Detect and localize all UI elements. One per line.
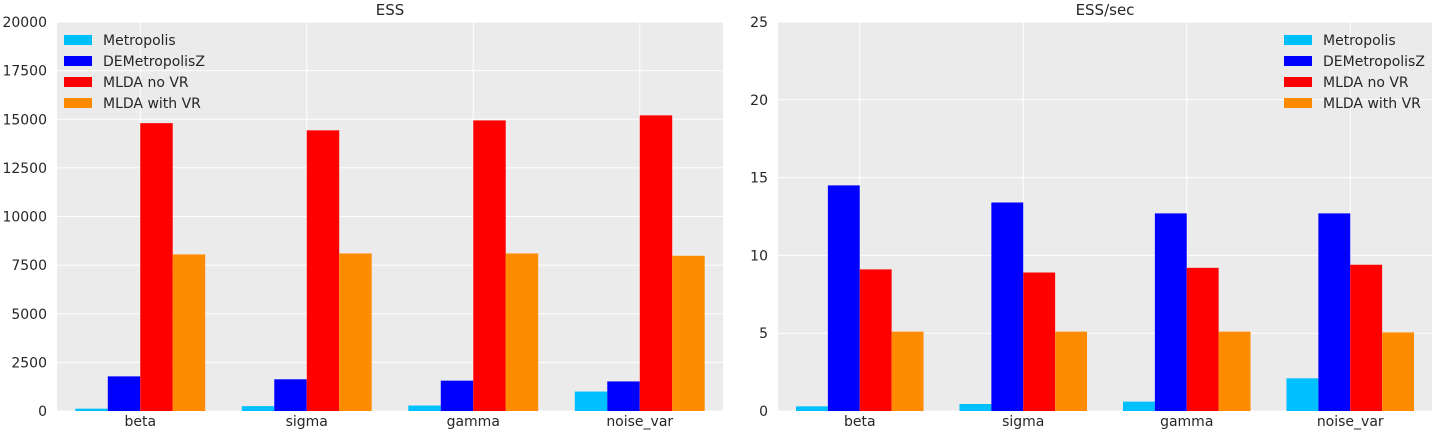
legend: Metropolis DEMetropolisZ MLDA no VR MLDA wi… [1284, 33, 1425, 112]
y-tick-label: 5 [759, 326, 768, 342]
y-tick-label: 10000 [2, 210, 47, 226]
y-tick-label: 15 [750, 171, 768, 187]
legend-label: MLDA with VR [1323, 96, 1421, 112]
x-tick-label: gamma [1160, 414, 1213, 430]
legend-label: DEMetropolisZ [103, 54, 205, 70]
bar-mlda-with-vr-beta [891, 331, 924, 411]
y-tick-label: 7500 [11, 258, 47, 274]
legend-swatch [1284, 98, 1312, 108]
chart-title: ESS/sec [1076, 1, 1135, 19]
bar-demetropolisz-gamma [440, 380, 474, 411]
y-tick-label: 15000 [2, 112, 47, 128]
x-tick-label: noise_var [1317, 414, 1384, 430]
bar-mlda-with-vr-noise_var [1382, 332, 1415, 411]
bar-metropolis-sigma [241, 406, 275, 411]
bar-mlda-no-vr-noise_var [1350, 264, 1383, 411]
bar-metropolis-gamma [408, 405, 441, 411]
bar-mlda-with-vr-sigma [339, 253, 372, 411]
legend-label: MLDA no VR [103, 75, 189, 91]
legend-swatch [64, 77, 92, 87]
x-tick-label: noise_var [606, 414, 673, 430]
y-tick-label: 17500 [2, 64, 47, 80]
legend-label: MLDA with VR [103, 96, 201, 112]
bar-metropolis-sigma [959, 403, 992, 411]
y-tick-label: 2500 [11, 355, 47, 371]
bar-metropolis-noise_var [1286, 378, 1319, 411]
bar-mlda-no-vr-gamma [1186, 267, 1219, 411]
bar-metropolis-beta [795, 406, 828, 411]
bar-mlda-no-vr-gamma [473, 120, 506, 412]
x-tick-label: sigma [1002, 414, 1044, 430]
bar-metropolis-noise_var [574, 391, 608, 411]
legend-swatch [64, 35, 92, 45]
bar-mlda-with-vr-beta [172, 254, 206, 411]
legend-swatch [64, 98, 92, 108]
y-tick-label: 20 [750, 93, 768, 109]
legend-label: Metropolis [1323, 33, 1396, 49]
bar-mlda-with-vr-noise_var [672, 255, 705, 411]
bar-mlda-with-vr-gamma [505, 253, 539, 411]
chart-panel-2: 0 5 10 15 20 25 beta sigma gamma noise_var ESS/sec… [750, 1, 1432, 430]
y-tick-label: 25 [750, 15, 768, 31]
bar-mlda-with-vr-sigma [1055, 331, 1088, 411]
bar-mlda-no-vr-noise_var [639, 115, 673, 412]
y-tick-label: 5000 [11, 307, 47, 323]
x-tick-label: beta [844, 414, 876, 430]
y-tick-label: 20000 [2, 15, 47, 31]
x-tick-label: gamma [447, 414, 500, 430]
bar-mlda-no-vr-sigma [306, 130, 340, 412]
bar-demetropolisz-beta [107, 376, 141, 411]
legend-swatch [64, 56, 92, 66]
chart-panel-1: 0 2500 5000 7500 10000 12500 15000 17500 20000 be… [2, 1, 723, 430]
bar-metropolis-beta [75, 408, 108, 411]
bar-demetropolisz-noise_var [607, 381, 640, 411]
bar-metropolis-gamma [1122, 401, 1155, 411]
x-tick-label: beta [124, 414, 156, 430]
y-tick-label: 0 [38, 404, 47, 420]
chart-title: ESS [376, 1, 405, 19]
bar-demetropolisz-beta [827, 185, 860, 411]
bar-demetropolisz-sigma [274, 379, 307, 411]
legend-swatch [1284, 35, 1312, 45]
bar-mlda-no-vr-beta [140, 123, 173, 411]
y-tick-label: 12500 [2, 161, 47, 177]
y-tick-label: 10 [750, 248, 768, 264]
bar-demetropolisz-noise_var [1318, 213, 1351, 411]
y-tick-label: 0 [759, 404, 768, 420]
legend-label: Metropolis [103, 33, 176, 49]
legend: Metropolis DEMetropolisZ MLDA no VR MLDA wi… [64, 33, 205, 112]
bar-mlda-no-vr-sigma [1023, 272, 1056, 411]
bar-demetropolisz-gamma [1154, 213, 1187, 411]
bar-mlda-with-vr-gamma [1218, 331, 1251, 411]
legend-swatch [1284, 56, 1312, 66]
legend-label: DEMetropolisZ [1323, 54, 1425, 70]
bar-mlda-no-vr-beta [859, 269, 892, 411]
legend-label: MLDA no VR [1323, 75, 1409, 91]
x-tick-label: sigma [286, 414, 328, 430]
bar-demetropolisz-sigma [991, 202, 1024, 411]
legend-swatch [1284, 77, 1312, 87]
